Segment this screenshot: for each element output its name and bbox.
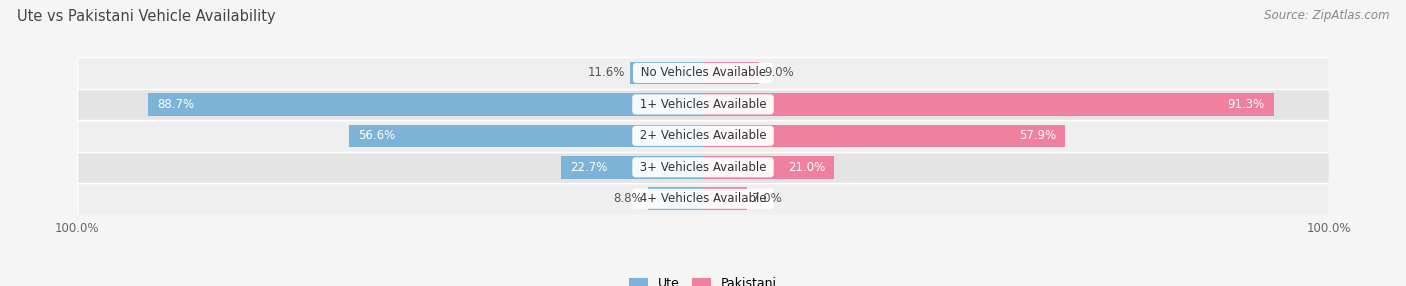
Bar	[630, 61, 703, 84]
Text: 3+ Vehicles Available: 3+ Vehicles Available	[636, 161, 770, 174]
Text: 21.0%: 21.0%	[787, 161, 825, 174]
Text: 9.0%: 9.0%	[765, 66, 794, 80]
Text: 1+ Vehicles Available: 1+ Vehicles Available	[636, 98, 770, 111]
Bar	[703, 93, 1274, 116]
Legend: Ute, Pakistani: Ute, Pakistani	[628, 277, 778, 286]
Text: 8.8%: 8.8%	[613, 192, 643, 205]
Bar	[703, 61, 759, 84]
Bar	[148, 93, 703, 116]
Text: 11.6%: 11.6%	[588, 66, 626, 80]
Bar	[703, 124, 1066, 147]
Text: Ute vs Pakistani Vehicle Availability: Ute vs Pakistani Vehicle Availability	[17, 9, 276, 23]
Text: 57.9%: 57.9%	[1018, 129, 1056, 142]
Bar	[77, 89, 1329, 120]
Bar	[703, 187, 747, 210]
Text: 7.0%: 7.0%	[752, 192, 782, 205]
Text: 22.7%: 22.7%	[571, 161, 607, 174]
Bar	[77, 152, 1329, 183]
Bar	[703, 156, 834, 179]
Bar	[77, 57, 1329, 89]
Text: 4+ Vehicles Available: 4+ Vehicles Available	[636, 192, 770, 205]
Text: No Vehicles Available: No Vehicles Available	[637, 66, 769, 80]
Text: 91.3%: 91.3%	[1227, 98, 1265, 111]
Text: Source: ZipAtlas.com: Source: ZipAtlas.com	[1264, 9, 1389, 21]
Bar	[648, 187, 703, 210]
Bar	[561, 156, 703, 179]
Bar	[349, 124, 703, 147]
Bar	[77, 120, 1329, 152]
Text: 2+ Vehicles Available: 2+ Vehicles Available	[636, 129, 770, 142]
Text: 88.7%: 88.7%	[157, 98, 194, 111]
Bar	[77, 183, 1329, 214]
Text: 56.6%: 56.6%	[359, 129, 395, 142]
